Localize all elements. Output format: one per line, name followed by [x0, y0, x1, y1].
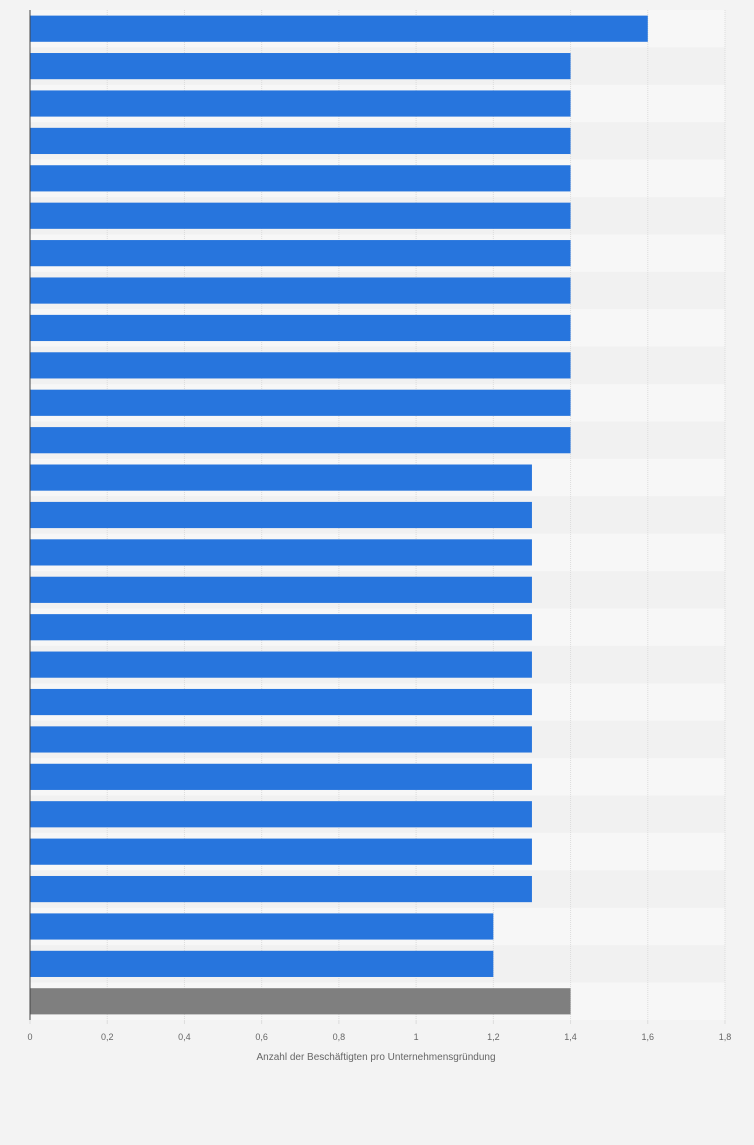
x-axis-label: Anzahl der Beschäftigten pro Unternehmen…	[256, 1052, 495, 1063]
bar	[30, 501, 532, 529]
tick-label: 0,8	[333, 1032, 346, 1042]
bar	[30, 427, 571, 454]
bar	[30, 389, 571, 416]
bars	[30, 15, 648, 1015]
bar	[30, 801, 532, 828]
bar	[30, 576, 532, 603]
bar	[30, 688, 532, 716]
bar	[30, 277, 571, 304]
bar	[30, 240, 571, 267]
bar	[30, 950, 494, 977]
bar	[30, 726, 532, 753]
bar-highlight	[30, 988, 571, 1015]
bar	[30, 838, 532, 865]
bar	[30, 314, 571, 342]
bar	[30, 15, 648, 42]
tick-label: 0,6	[255, 1032, 268, 1042]
bar	[30, 464, 532, 491]
bar	[30, 202, 571, 229]
bar	[30, 651, 532, 678]
bar	[30, 875, 532, 903]
tick-label: 1,4	[564, 1032, 577, 1042]
tick-label: 0,2	[101, 1032, 114, 1042]
x-axis-ticks: 0 0,2 0,4 0,6 0,8 1 1,2 1,4 1,6 1,8	[27, 1020, 731, 1042]
tick-label: 1	[414, 1032, 419, 1042]
tick-label: 1,2	[487, 1032, 500, 1042]
bar	[30, 53, 571, 80]
bar	[30, 352, 571, 379]
tick-label: 1,6	[642, 1032, 655, 1042]
tick-label: 0,4	[178, 1032, 191, 1042]
bar	[30, 763, 532, 790]
bar	[30, 539, 532, 566]
tick-label: 0	[27, 1032, 32, 1042]
tick-label: 1,8	[719, 1032, 732, 1042]
bar	[30, 127, 571, 155]
bar	[30, 90, 571, 117]
bar	[30, 913, 494, 940]
bar	[30, 165, 571, 192]
bar	[30, 614, 532, 641]
